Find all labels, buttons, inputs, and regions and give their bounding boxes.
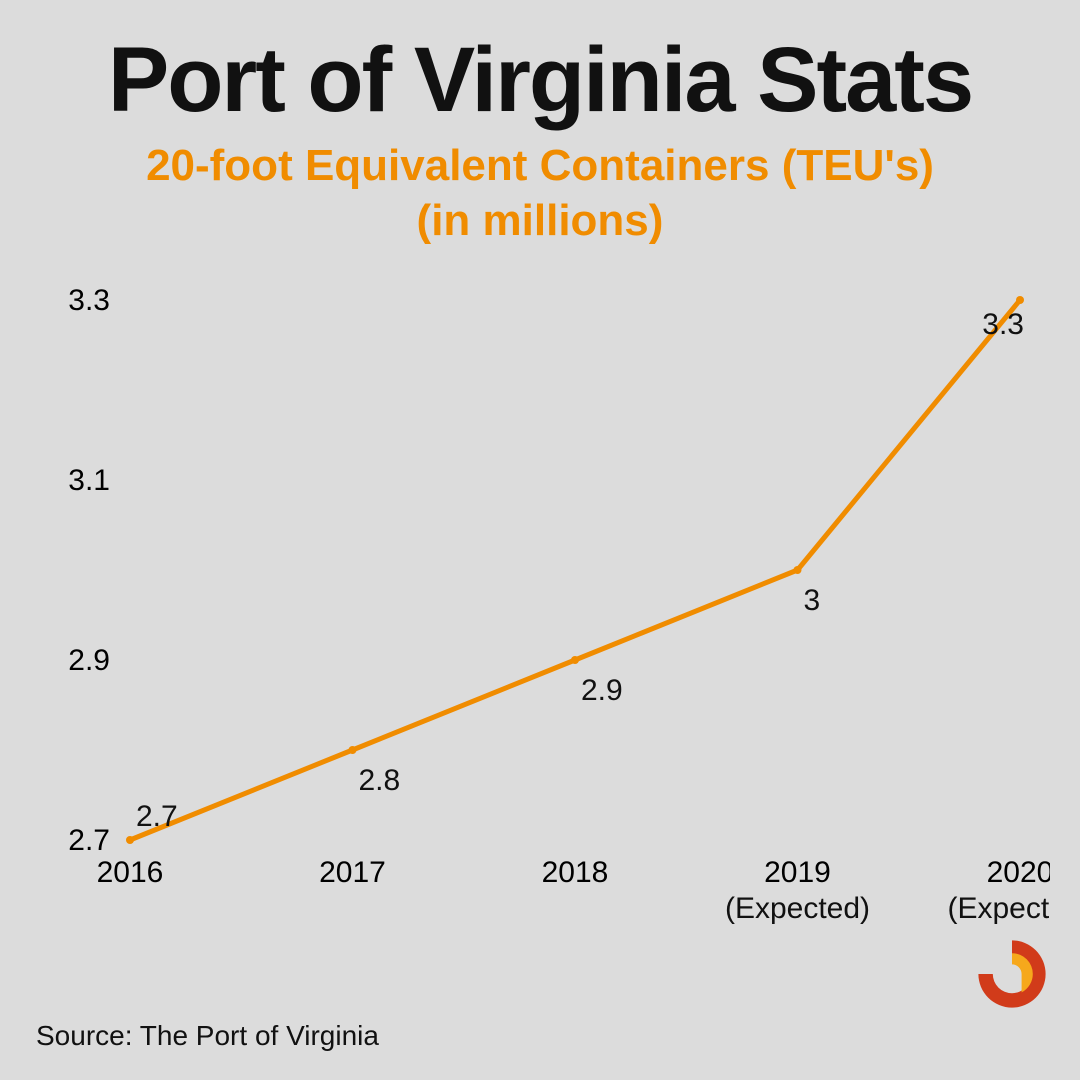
data-label: 2.7 — [136, 800, 178, 833]
subtitle-line-1: 20-foot Equivalent Containers (TEU's) — [0, 138, 1080, 193]
series-line — [130, 300, 1020, 840]
page-title: Port of Virginia Stats — [0, 0, 1080, 126]
data-point — [126, 836, 134, 844]
source-line: Source: The Port of Virginia — [36, 1020, 379, 1052]
x-tick-label: 2020 — [987, 856, 1050, 889]
data-point — [794, 566, 802, 574]
x-tick-label: 2018 — [542, 856, 609, 889]
y-tick-label: 2.9 — [68, 644, 110, 677]
line-chart: 2.72.93.13.32.720162.820172.9201832019(E… — [30, 270, 1050, 950]
brand-logo-icon — [972, 934, 1052, 1014]
x-tick-sublabel: (Expected) — [725, 892, 870, 925]
x-tick-label: 2017 — [319, 856, 386, 889]
data-label: 3.3 — [982, 308, 1024, 341]
data-label: 2.8 — [359, 764, 401, 797]
y-tick-label: 3.3 — [68, 284, 110, 317]
y-tick-label: 3.1 — [68, 464, 110, 497]
data-point — [349, 746, 357, 754]
data-label: 2.9 — [581, 674, 623, 707]
x-tick-sublabel: (Expected) — [947, 892, 1050, 925]
x-tick-label: 2019 — [764, 856, 831, 889]
data-point — [1016, 296, 1024, 304]
source-text: The Port of Virginia — [140, 1020, 379, 1051]
source-prefix: Source: — [36, 1020, 140, 1051]
data-point — [571, 656, 579, 664]
chart-svg: 2.72.93.13.32.720162.820172.9201832019(E… — [30, 270, 1050, 950]
subtitle-line-2: (in millions) — [0, 193, 1080, 248]
chart-subtitle: 20-foot Equivalent Containers (TEU's) (i… — [0, 138, 1080, 248]
data-label: 3 — [804, 584, 821, 617]
x-tick-label: 2016 — [97, 856, 164, 889]
y-tick-label: 2.7 — [68, 824, 110, 857]
